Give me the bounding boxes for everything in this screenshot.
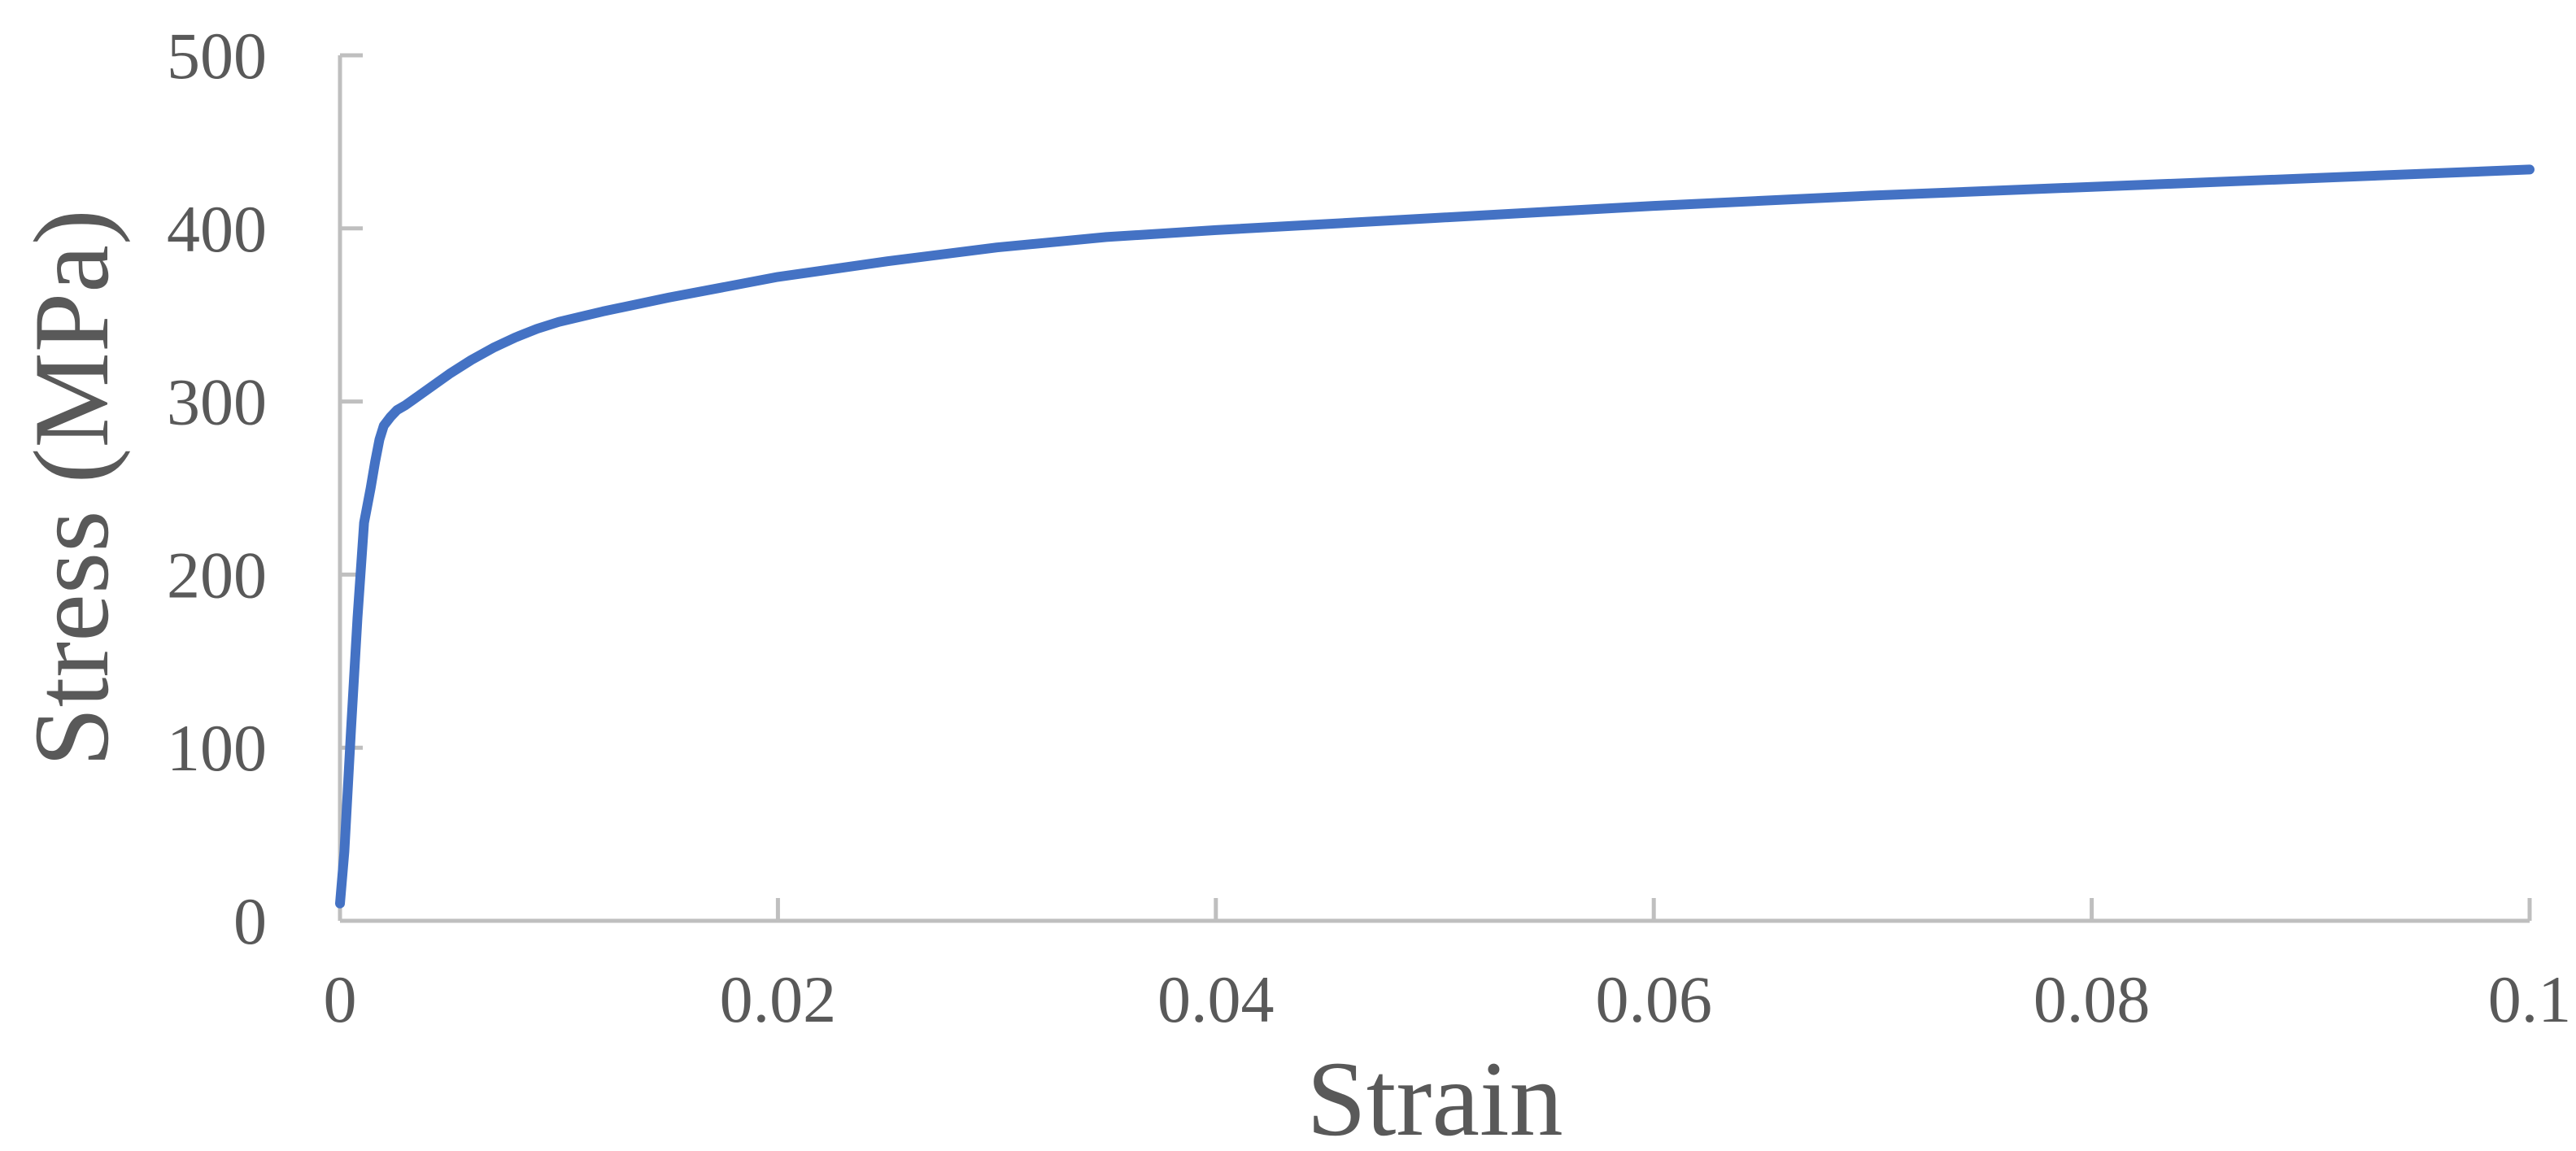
x-tick-label: 0.06: [1595, 962, 1712, 1036]
y-ticks: 0 100 200 300 400 500: [167, 19, 363, 958]
x-axis-title: Strain: [1306, 1039, 1563, 1151]
x-ticks: 0 0.02 0.04 0.06 0.08 0.1: [324, 898, 2572, 1036]
x-tick-label: 0.04: [1157, 962, 1275, 1036]
y-tick-label: 300: [167, 365, 267, 439]
x-tick-label: 0.1: [2488, 962, 2572, 1036]
y-tick-label: 200: [167, 538, 267, 612]
stress-strain-curve: [335, 164, 2535, 909]
x-tick-label: 0: [324, 962, 357, 1036]
y-tick-label: 500: [167, 19, 267, 93]
y-tick-label: 400: [167, 192, 267, 266]
x-tick-label: 0.08: [2033, 962, 2151, 1036]
y-tick-label: 0: [233, 884, 267, 958]
x-tick-label: 0.02: [720, 962, 837, 1036]
series-group: [335, 164, 2535, 909]
y-tick-label: 100: [167, 711, 267, 785]
y-axis-title: Stress (MPa): [11, 209, 131, 767]
